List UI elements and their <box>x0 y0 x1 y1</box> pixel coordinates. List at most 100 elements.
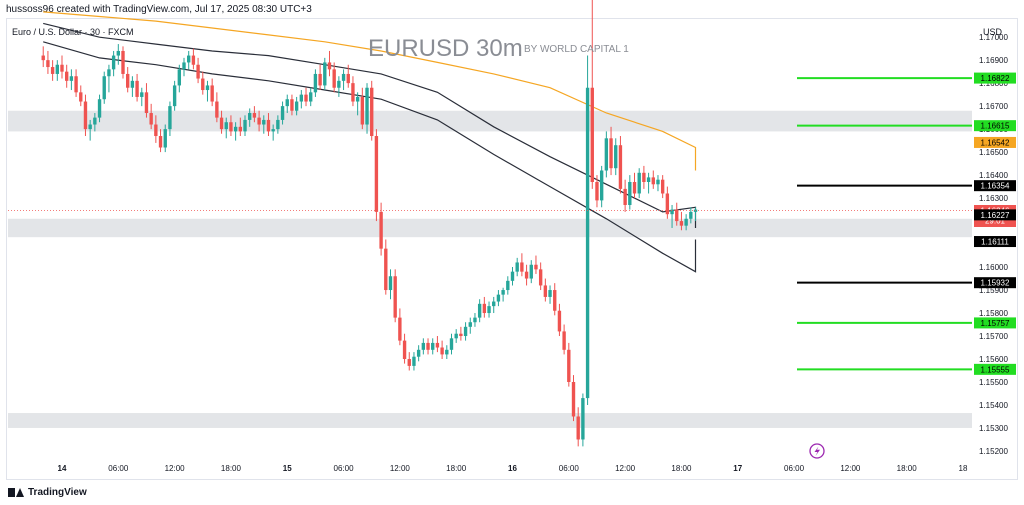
candle-body <box>651 177 655 185</box>
candle-body <box>332 69 336 88</box>
candle-body <box>468 322 472 327</box>
y-tick-label: 1.15200 <box>979 447 1008 456</box>
candle-body <box>637 172 641 194</box>
chart-subtitle: BY WORLD CAPITAL 1 <box>524 44 629 55</box>
price-zone <box>8 413 972 428</box>
moving-average-line <box>43 41 697 273</box>
candle-body <box>341 73 346 81</box>
candle-body <box>111 55 116 70</box>
x-tick-label: 14 <box>58 464 67 473</box>
candle-body <box>463 326 468 337</box>
candle-body <box>553 290 557 311</box>
candle-body <box>41 55 45 61</box>
candle-body <box>576 416 580 440</box>
candle-body <box>496 294 501 302</box>
candle-body <box>55 64 59 74</box>
x-tick-label: 06:00 <box>108 464 129 473</box>
candle-body <box>393 276 397 318</box>
candle-body <box>79 92 83 102</box>
candle-body <box>628 181 632 205</box>
candle-body <box>107 69 111 77</box>
candle-body <box>248 113 252 120</box>
candle-body <box>224 122 228 130</box>
price-badge-label: 1.16111 <box>981 238 1009 247</box>
candle-body <box>83 101 88 130</box>
candle-body <box>313 73 318 93</box>
candle-body <box>327 62 332 70</box>
candle-body <box>168 106 172 130</box>
price-badge-label: 1.16227 <box>981 211 1010 220</box>
candle-body <box>252 113 257 118</box>
candle-body <box>614 145 618 169</box>
candle-body <box>684 218 688 226</box>
x-tick-label: 16 <box>508 464 517 473</box>
candle-body <box>689 211 693 219</box>
candle-body <box>144 92 149 114</box>
candle-body <box>102 76 106 100</box>
candle-body <box>351 83 355 102</box>
price-badge-bg <box>974 180 1016 192</box>
x-tick-label: 18 <box>959 464 968 473</box>
candle-body <box>191 55 196 65</box>
price-badge: 1.16542 <box>974 136 1016 148</box>
tradingview-footer: TradingView <box>8 487 87 498</box>
candle-body <box>477 303 482 318</box>
price-zone <box>8 218 972 238</box>
candle-body <box>69 76 74 81</box>
candle-body <box>618 145 623 189</box>
y-tick-label: 1.16900 <box>979 56 1008 65</box>
x-tick-label: 17 <box>733 464 742 473</box>
candle-body <box>88 124 92 130</box>
candle-body <box>177 69 182 86</box>
candle-body <box>243 119 247 132</box>
candle-body <box>74 76 78 93</box>
x-tick-label: 18:00 <box>221 464 242 473</box>
candle-body <box>205 85 210 91</box>
price-levels <box>8 77 972 371</box>
lightning-icon[interactable] <box>809 443 825 459</box>
candle-body <box>571 381 576 417</box>
candle-body <box>65 71 69 81</box>
candle-body <box>158 136 163 148</box>
candle-body <box>515 262 519 272</box>
candle-body <box>46 60 50 68</box>
x-tick-label: 18:00 <box>897 464 918 473</box>
candle-body <box>280 106 285 120</box>
y-tick-label: 1.16300 <box>979 194 1008 203</box>
candle-body <box>585 87 590 399</box>
candle-body <box>135 80 139 97</box>
candle-body <box>229 122 233 132</box>
candle-body <box>581 398 585 440</box>
candle-body <box>215 101 219 118</box>
price-badge-bg <box>974 277 1016 289</box>
candle-body <box>473 317 477 323</box>
price-badge: 1.15757 <box>974 317 1016 329</box>
chart-title: EURUSD 30m <box>368 35 523 62</box>
price-badge: 1.16227 <box>974 209 1016 221</box>
time-axis: 14 06:00 12:00 18:00 15 06:00 12:00 18:00 16 06:0… <box>58 464 968 473</box>
candle-body <box>116 50 121 56</box>
candle-body <box>492 301 496 307</box>
candle-body <box>459 333 463 337</box>
candle-body <box>374 136 379 212</box>
symbol-label: Euro / U.S. Dollar · 30 · FXCM <box>12 27 134 37</box>
candle-body <box>642 172 646 182</box>
candle-body <box>534 264 538 270</box>
price-badge: 1.16615 <box>974 120 1016 132</box>
candle-body <box>656 179 660 185</box>
candle-body <box>412 356 416 366</box>
price-badge-label: 1.16822 <box>981 74 1010 83</box>
candle-body <box>623 188 627 205</box>
x-tick-label: 12:00 <box>840 464 861 473</box>
x-tick-label: 15 <box>283 464 292 473</box>
candle-body <box>543 285 548 297</box>
candle-body <box>590 87 594 182</box>
price-badge-bg <box>974 209 1016 221</box>
candle-body <box>299 94 304 102</box>
price-badge-bg <box>974 120 1016 132</box>
candle-body <box>510 271 515 281</box>
price-badge: 1.15932 <box>974 277 1016 289</box>
y-tick-label: 1.15700 <box>979 332 1008 341</box>
price-badge-label: 1.16615 <box>981 122 1010 131</box>
